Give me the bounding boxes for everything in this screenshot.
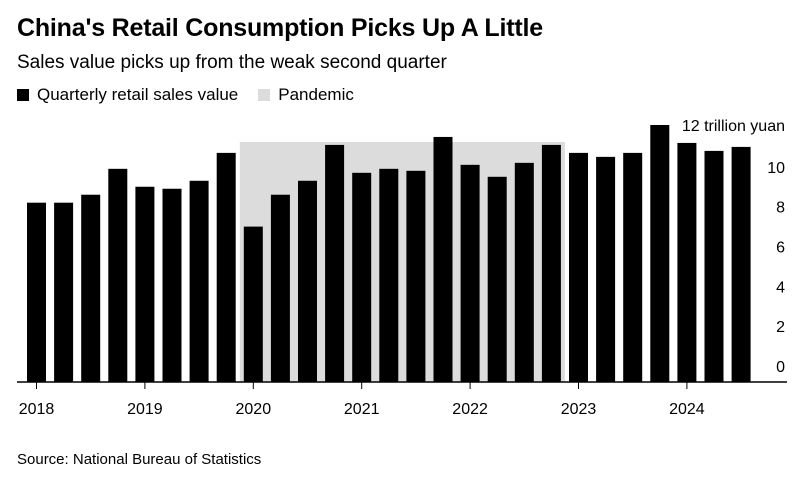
legend-label-pandemic: Pandemic — [278, 85, 354, 104]
bar-2019-q4 — [216, 152, 236, 382]
bar-2023-q3 — [623, 152, 643, 382]
legend-swatch-retail-sales — [17, 89, 29, 101]
bar-2023-q2 — [596, 156, 616, 382]
bar-2021-q1 — [352, 172, 372, 382]
pandemic-band — [239, 142, 565, 382]
bar-2022-q1 — [460, 164, 480, 382]
chart-subtitle: Sales value picks up from the weak secon… — [17, 52, 447, 73]
x-tick-label-2020: 2020 — [236, 401, 272, 418]
bar-2019-q2 — [162, 188, 182, 382]
bar-2021-q4 — [433, 136, 453, 382]
bar-2018-q2 — [54, 202, 74, 382]
y-tick-label-2: 2 — [776, 319, 785, 336]
y-unit-label: 12 trillion yuan — [682, 118, 785, 135]
x-tick-label-2023: 2023 — [561, 401, 597, 418]
bar-2022-q3 — [514, 162, 534, 382]
y-tick-label-8: 8 — [776, 200, 785, 217]
x-tick-label-2018: 2018 — [19, 401, 55, 418]
bar-2022-q2 — [487, 176, 507, 382]
bar-2020-q2 — [270, 194, 290, 382]
x-tick-label-2019: 2019 — [127, 401, 163, 418]
bar-2021-q3 — [406, 170, 426, 382]
bar-2019-q1 — [135, 186, 155, 382]
y-tick-label-10: 10 — [767, 160, 785, 177]
bar-2022-q4 — [541, 144, 561, 382]
x-tick-label-2021: 2021 — [344, 401, 380, 418]
y-tick-label-0: 0 — [776, 359, 785, 376]
legend-item-pandemic: Pandemic — [258, 85, 354, 105]
bar-2020-q3 — [298, 180, 317, 382]
bar-2024-q3 — [731, 146, 751, 382]
bar-2023-q4 — [650, 124, 670, 382]
bar-2024-q2 — [704, 150, 724, 382]
bar-2020-q1 — [243, 226, 263, 382]
legend-item-retail-sales: Quarterly retail sales value — [17, 85, 238, 105]
x-tick-label-2024: 2024 — [669, 401, 705, 418]
y-tick-label-4: 4 — [776, 279, 785, 296]
source-note: Source: National Bureau of Statistics — [17, 451, 262, 468]
y-tick-label-6: 6 — [776, 239, 785, 256]
legend: Quarterly retail sales value Pandemic — [17, 85, 374, 105]
bar-2019-q3 — [189, 180, 209, 382]
bar-2024-q1 — [677, 142, 697, 382]
legend-label-retail-sales: Quarterly retail sales value — [37, 85, 239, 104]
bar-2018-q1 — [27, 202, 46, 382]
bar-2020-q4 — [325, 144, 345, 382]
legend-swatch-pandemic — [258, 89, 271, 101]
bar-2018-q3 — [81, 194, 101, 382]
bar-2023-q1 — [569, 152, 588, 382]
x-tick-label-2022: 2022 — [452, 401, 488, 418]
bar-2018-q4 — [108, 168, 128, 382]
bar-2021-q2 — [379, 168, 399, 382]
chart-title: China's Retail Consumption Picks Up A Li… — [17, 14, 543, 42]
